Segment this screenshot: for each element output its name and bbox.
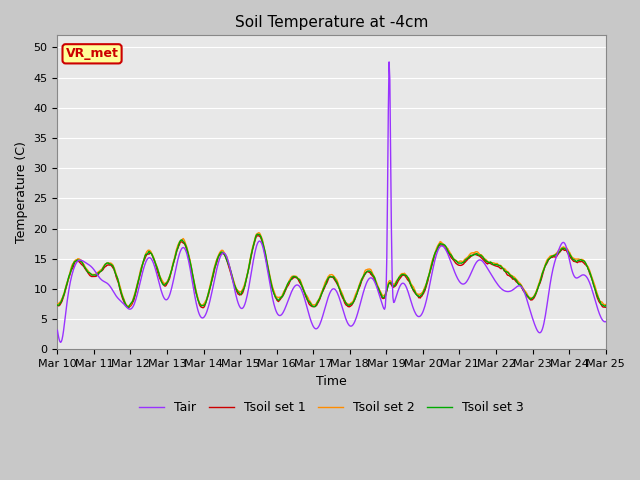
Line: Tsoil set 2: Tsoil set 2 xyxy=(58,233,605,306)
Tsoil set 2 xyxy=(416,292,424,298)
Tsoil set 3 xyxy=(254,231,262,237)
Tsoil set 2 xyxy=(177,239,184,244)
Tair xyxy=(64,292,72,298)
Tsoil set 1 xyxy=(63,281,71,287)
Tsoil set 3 xyxy=(120,297,127,302)
Tsoil set 2 xyxy=(205,287,213,293)
Tsoil set 1 xyxy=(120,298,127,304)
Tsoil set 1 xyxy=(205,289,213,295)
Tsoil set 1 xyxy=(175,242,183,248)
Tsoil set 2 xyxy=(63,279,71,285)
Tair xyxy=(385,59,393,65)
Tsoil set 3 xyxy=(63,279,71,285)
Tsoil set 2 xyxy=(400,271,408,276)
Tsoil set 3 xyxy=(400,272,408,277)
Tsoil set 1 xyxy=(400,272,408,278)
Tsoil set 2 xyxy=(124,303,132,309)
Tair xyxy=(56,339,64,345)
Tsoil set 2 xyxy=(54,301,61,307)
Line: Tsoil set 1: Tsoil set 1 xyxy=(58,236,605,308)
Tair xyxy=(205,301,213,307)
Tair xyxy=(416,313,424,319)
Tsoil set 1 xyxy=(54,302,61,308)
Tair xyxy=(54,327,61,333)
Tair xyxy=(602,319,609,324)
Tair xyxy=(177,249,184,254)
Tsoil set 3 xyxy=(205,288,213,294)
Tsoil set 2 xyxy=(602,301,609,307)
Tsoil set 3 xyxy=(54,302,61,308)
X-axis label: Time: Time xyxy=(316,374,347,387)
Text: VR_met: VR_met xyxy=(66,48,118,60)
Title: Soil Temperature at -4cm: Soil Temperature at -4cm xyxy=(235,15,428,30)
Line: Tsoil set 3: Tsoil set 3 xyxy=(58,234,605,307)
Tsoil set 3 xyxy=(602,303,609,309)
Legend: Tair, Tsoil set 1, Tsoil set 2, Tsoil set 3: Tair, Tsoil set 1, Tsoil set 2, Tsoil se… xyxy=(134,396,529,420)
Tair xyxy=(400,280,408,286)
Tsoil set 1 xyxy=(199,305,207,311)
Tsoil set 1 xyxy=(602,304,609,310)
Tsoil set 1 xyxy=(416,295,424,300)
Tsoil set 3 xyxy=(177,238,184,244)
Y-axis label: Temperature (C): Temperature (C) xyxy=(15,142,28,243)
Tsoil set 1 xyxy=(254,233,262,239)
Line: Tair: Tair xyxy=(58,62,605,342)
Tair xyxy=(121,302,129,308)
Tsoil set 2 xyxy=(120,296,127,301)
Tsoil set 3 xyxy=(124,304,132,310)
Tsoil set 2 xyxy=(255,230,262,236)
Tsoil set 3 xyxy=(416,293,424,299)
